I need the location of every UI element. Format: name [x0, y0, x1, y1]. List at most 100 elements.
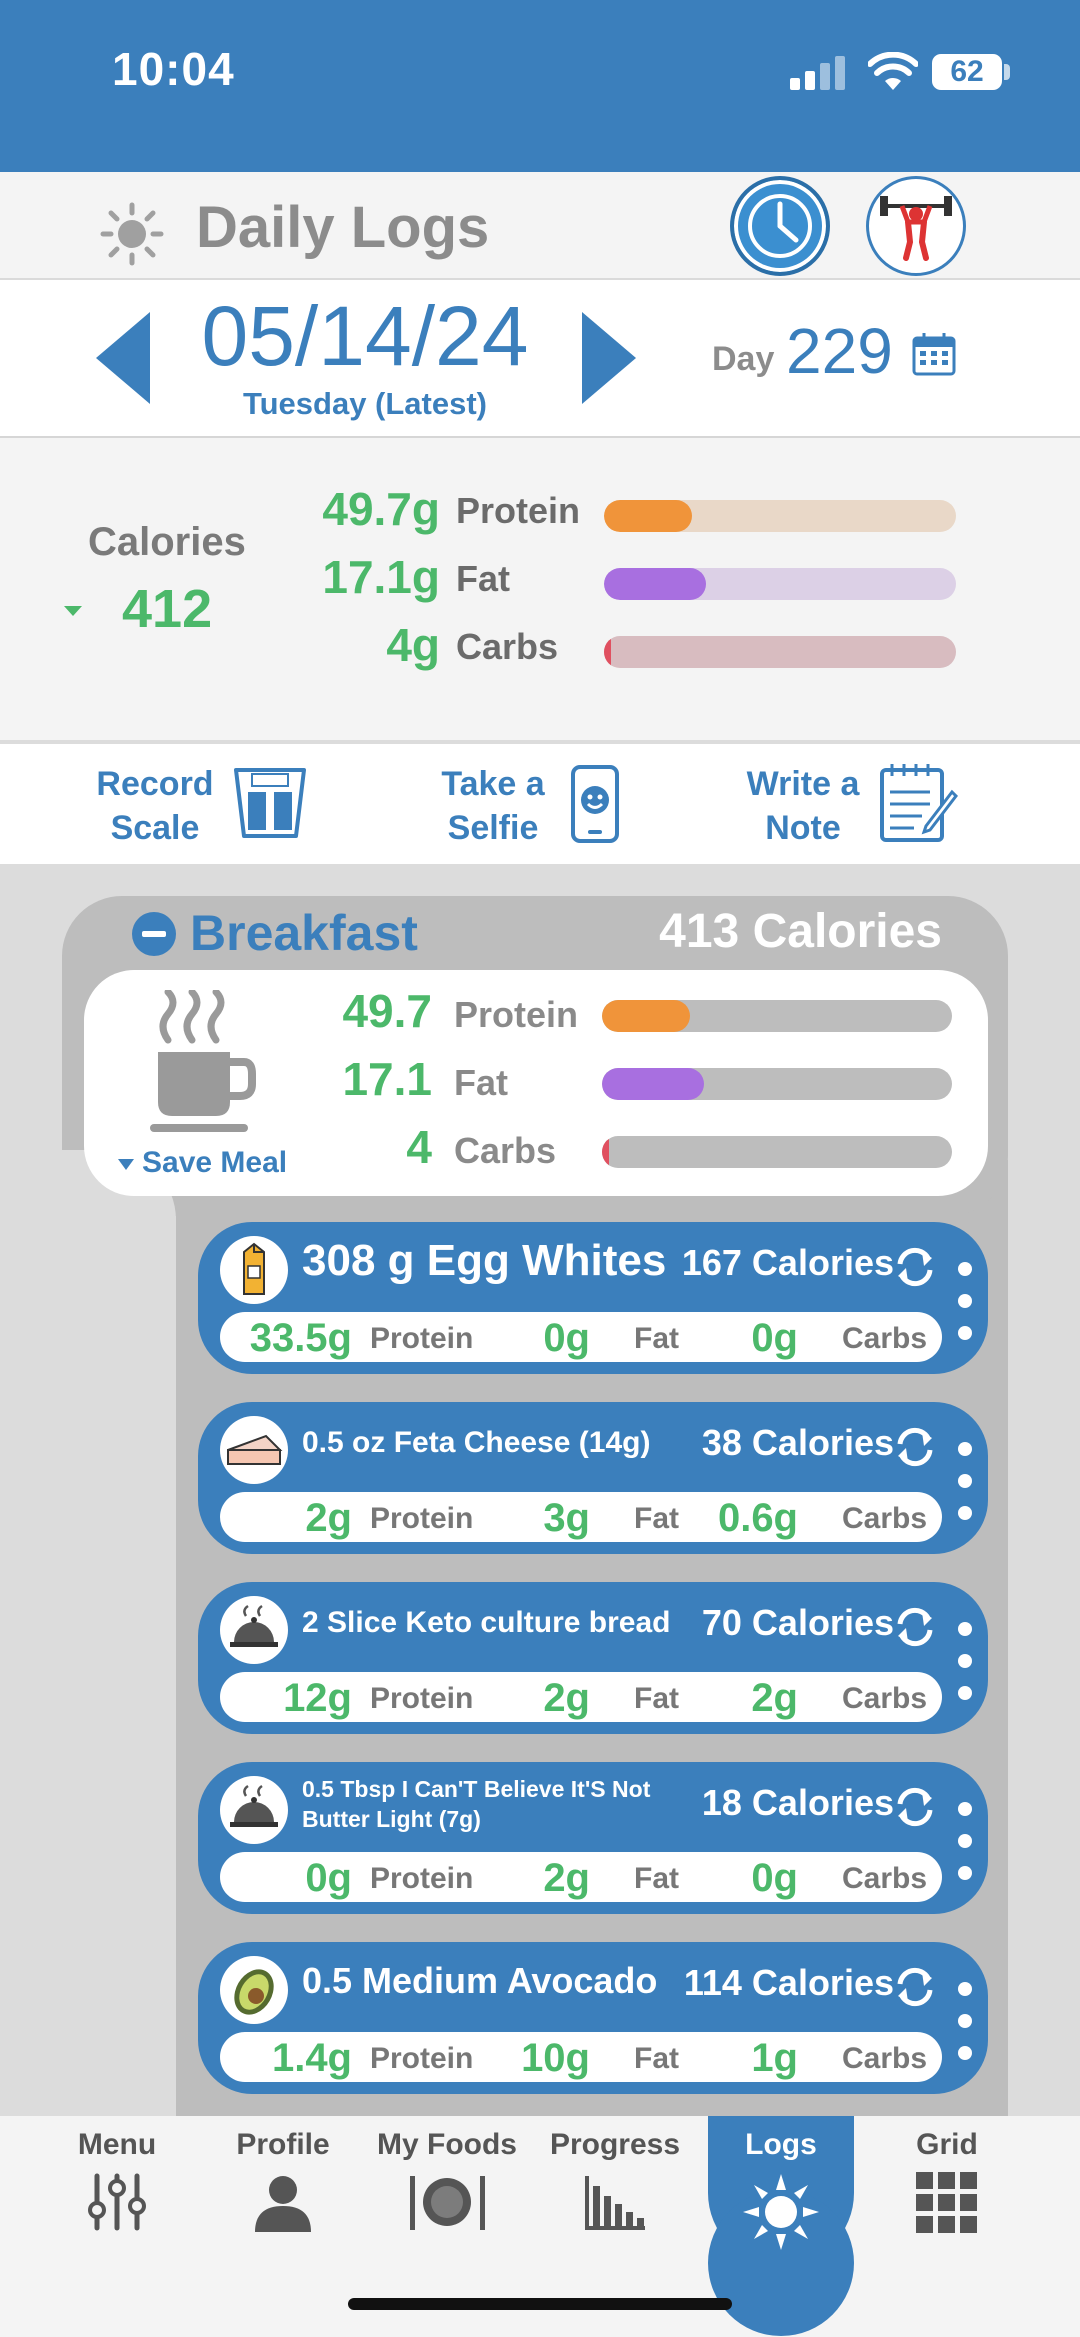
nav-logs[interactable]: Logs — [706, 2128, 856, 2252]
nav-menu[interactable]: Menu — [42, 2128, 192, 2232]
nav-grid-label: Grid — [916, 2128, 978, 2161]
notepad-icon[interactable] — [878, 762, 958, 844]
food-name: 0.5 Tbsp I Can'T Believe It'S Not Butter … — [302, 1774, 650, 1834]
food-calories: 70 Calories — [701, 1602, 894, 1643]
food-carbs-label: Carbs — [842, 2042, 928, 2075]
sun-icon — [100, 202, 164, 266]
food-carbs-value: 0g — [751, 1856, 798, 1900]
cellular-signal-icon — [790, 56, 845, 90]
take-selfie-button[interactable]: Take a Selfie — [418, 762, 568, 850]
previous-day-button[interactable] — [96, 312, 150, 404]
food-calories: 18 Calories — [701, 1782, 894, 1823]
nav-my-foods-label: My Foods — [377, 2128, 517, 2161]
meal-fat-label: Fat — [454, 1062, 508, 1103]
more-options-icon[interactable] — [958, 1982, 972, 2072]
summary-fat-bar-fill — [604, 568, 707, 600]
food-protein-value: 1.4g — [271, 2036, 352, 2080]
food-macros: 12g Protein 2g Fat 2g Carbs — [220, 1672, 942, 1722]
day-label: Day — [712, 340, 775, 378]
save-meal-caret-icon — [118, 1158, 134, 1170]
food-carbs-label: Carbs — [842, 1322, 928, 1355]
meal-carbs-value: 4 — [406, 1121, 432, 1173]
food-fat-label: Fat — [634, 1322, 679, 1355]
scale-icon[interactable] — [232, 766, 308, 840]
chart-icon — [585, 2176, 645, 2230]
food-fat-label: Fat — [634, 1502, 679, 1535]
swap-icon[interactable] — [892, 1964, 938, 2010]
food-carbs-value: 0.6g — [717, 1496, 798, 1540]
food-protein-label: Protein — [370, 1502, 474, 1535]
food-fat-label: Fat — [634, 1682, 679, 1715]
save-meal-button[interactable]: Save Meal — [118, 1146, 287, 1180]
calendar-icon[interactable] — [912, 332, 956, 376]
home-indicator[interactable] — [348, 2298, 732, 2310]
food-fat-label: Fat — [634, 2042, 679, 2075]
phone-selfie-icon[interactable] — [570, 764, 620, 844]
wifi-icon — [868, 52, 918, 90]
current-date[interactable]: 05/14/24 — [201, 289, 529, 383]
write-note-label-1: Write a — [746, 765, 860, 803]
nav-profile[interactable]: Profile — [208, 2128, 358, 2232]
meal-protein-label: Protein — [454, 994, 579, 1035]
nav-my-foods[interactable]: My Foods — [372, 2128, 522, 2232]
meal-carbs-bar — [602, 1136, 952, 1168]
clock-button[interactable] — [730, 176, 830, 276]
nav-grid[interactable]: Grid — [872, 2128, 1022, 2234]
egg-whites-carton-icon — [220, 1236, 288, 1304]
summary-fat-bar — [604, 568, 956, 600]
swap-icon[interactable] — [892, 1424, 938, 1470]
daily-summary: Calories 412 49.7g Protein 17.1g Fat 4g … — [0, 438, 1080, 740]
food-macros: 0g Protein 2g Fat 0g Carbs — [220, 1852, 942, 1902]
summary-fat-label: Fat — [456, 558, 510, 599]
food-name-line-2: Butter Light (7g) — [302, 1806, 481, 1832]
person-icon — [255, 2176, 311, 2232]
food-macros: 2g Protein 3g Fat 0.6g Carbs — [220, 1492, 942, 1542]
battery-indicator: 62 — [932, 54, 1002, 90]
collapse-meal-button[interactable] — [132, 912, 176, 956]
swap-icon[interactable] — [892, 1244, 938, 1290]
food-item[interactable]: 0.5 Medium Avocado 114 Calories 1.4g Pro… — [198, 1942, 988, 2094]
quick-actions: Record Scale Take a Selfie Write a Note — [0, 744, 1080, 864]
plate-utensils-icon — [410, 2176, 485, 2230]
weightlifter-icon — [880, 196, 952, 261]
food-fat-value: 3g — [543, 1496, 590, 1540]
date-navigator: 05/14/24 Tuesday (Latest) Day 229 — [0, 280, 1080, 438]
food-carbs-value: 0g — [751, 1316, 798, 1360]
food-protein-value: 0g — [305, 1856, 352, 1900]
write-note-button[interactable]: Write a Note — [728, 762, 878, 850]
food-item[interactable]: 308 g Egg Whites 167 Calories 33.5g Prot… — [198, 1222, 988, 1374]
battery-nub — [1004, 64, 1010, 80]
swap-icon[interactable] — [892, 1784, 938, 1830]
nav-progress[interactable]: Progress — [540, 2128, 690, 2232]
record-scale-label-1: Record — [96, 765, 214, 803]
sliders-icon — [88, 2173, 146, 2231]
food-item[interactable]: 2 Slice Keto culture bread 70 Calories 1… — [198, 1582, 988, 1734]
date-weekday: Tuesday (Latest) — [242, 386, 488, 421]
food-carbs-value: 1g — [751, 2036, 798, 2080]
summary-carbs-label: Carbs — [456, 626, 559, 667]
clock-icon — [748, 194, 812, 258]
meal-carbs-label: Carbs — [454, 1130, 557, 1171]
food-macros: 1.4g Protein 10g Fat 1g Carbs — [220, 2032, 942, 2082]
meal-carbs-bar-fill — [602, 1136, 609, 1168]
status-bar: 10:04 62 — [0, 0, 1080, 172]
food-name: 2 Slice Keto culture bread — [302, 1606, 671, 1639]
more-options-icon[interactable] — [958, 1622, 972, 1712]
calories-caret-icon[interactable] — [64, 606, 82, 616]
more-options-icon[interactable] — [958, 1442, 972, 1532]
next-day-button[interactable] — [582, 312, 636, 404]
food-item[interactable]: 0.5 oz Feta Cheese (14g) 38 Calories 2g … — [198, 1402, 988, 1554]
food-carbs-label: Carbs — [842, 1682, 928, 1715]
workout-button[interactable] — [866, 176, 966, 276]
meal-calories: 413 Calories — [659, 905, 942, 958]
take-selfie-label-1: Take a — [441, 765, 545, 803]
more-options-icon[interactable] — [958, 1802, 972, 1892]
more-options-icon[interactable] — [958, 1262, 972, 1352]
record-scale-button[interactable]: Record Scale — [80, 762, 230, 850]
meal-fat-bar — [602, 1068, 952, 1100]
food-item[interactable]: 0.5 Tbsp I Can'T Believe It'S Not Butter … — [198, 1762, 988, 1914]
food-macros: 33.5g Protein 0g Fat 0g Carbs — [220, 1312, 942, 1362]
calories-label: Calories — [88, 520, 246, 564]
swap-icon[interactable] — [892, 1604, 938, 1650]
meal-protein-bar-fill — [602, 1000, 690, 1032]
